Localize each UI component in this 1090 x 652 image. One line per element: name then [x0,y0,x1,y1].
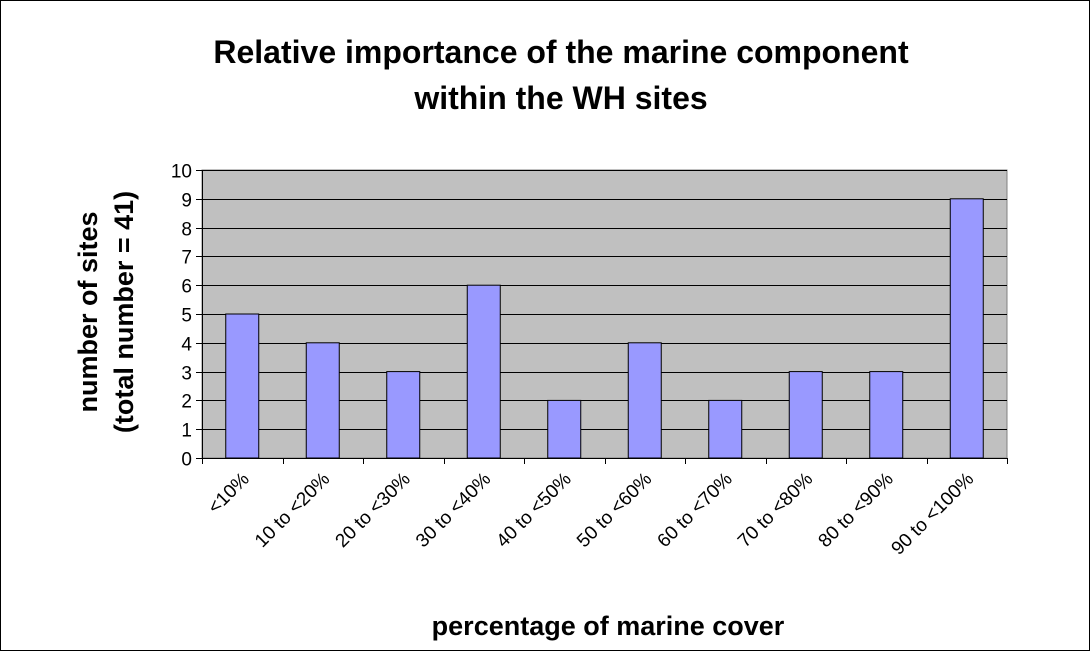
x-tick-label: 50 to <60% [573,469,656,552]
bar [869,371,904,459]
y-axis-title-line-2: (total number = 41) [109,191,139,433]
x-tick-label: 10 to <20% [251,469,334,552]
bar [708,399,743,459]
y-tick-label: 3 [181,364,192,385]
axes [196,170,1008,464]
x-tick-label: 90 to <100% [888,469,979,560]
x-axis-title: percentage of marine cover [432,611,785,641]
chart-title-line-2: within the WH sites [413,80,707,116]
bar [627,342,662,459]
x-tick-label: 30 to <40% [412,469,495,552]
x-tick-label: 60 to <70% [654,469,737,552]
y-tick-labels: 0 1 2 3 4 5 6 7 8 9 10 [171,162,193,471]
y-tick-label: 4 [181,335,192,356]
x-tick-label: <10% [204,469,254,519]
y-tick-label: 1 [181,421,192,442]
bar [788,371,823,459]
y-tick-label: 5 [181,306,192,327]
y-tick-label: 8 [181,220,192,241]
y-tick-label: 10 [171,162,192,183]
bar [547,399,582,459]
bar [466,284,501,459]
y-tick-label: 2 [181,392,192,413]
x-tick-labels: <10%10 to <20%20 to <30%30 to <40%40 to … [204,469,978,560]
bar [386,371,421,459]
bar [225,313,260,459]
y-tick-label: 9 [181,191,192,212]
bar [949,198,984,459]
y-axis-title: number of sites (total number = 41) [73,191,139,433]
x-tick-label: 70 to <80% [734,469,817,552]
x-tick-label: 80 to <90% [815,469,898,552]
chart-title-line-1: Relative importance of the marine compon… [213,34,909,70]
y-tick-label: 0 [181,450,192,471]
y-tick-label: 6 [181,277,192,298]
x-tick-label: 20 to <30% [332,469,415,552]
y-axis-title-line-1: number of sites [73,211,103,412]
bar [305,342,340,459]
y-tick-label: 7 [181,248,192,269]
x-tick-label: 40 to <50% [493,469,576,552]
